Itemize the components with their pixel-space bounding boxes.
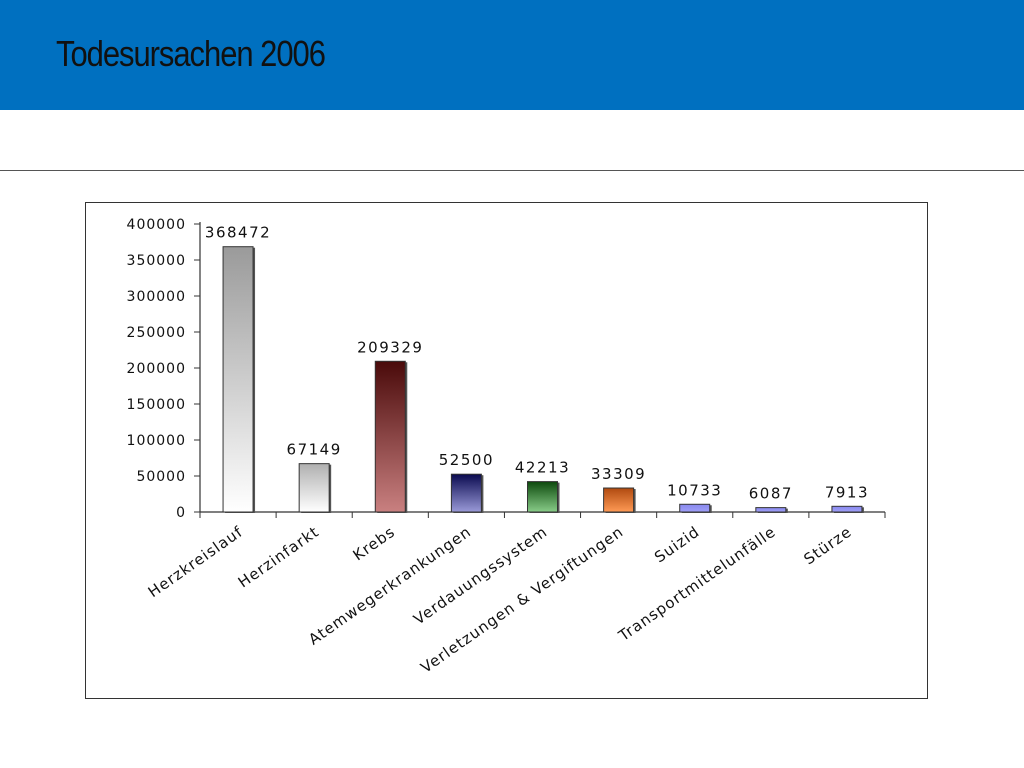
data-label: 10733 bbox=[667, 481, 722, 499]
bar bbox=[755, 507, 787, 513]
bar bbox=[374, 360, 406, 513]
bar bbox=[222, 246, 254, 513]
bar bbox=[831, 505, 863, 513]
divider-line bbox=[0, 170, 1024, 171]
data-label: 33309 bbox=[591, 465, 646, 483]
data-label: 52500 bbox=[439, 451, 494, 469]
y-tick-label: 50000 bbox=[136, 469, 186, 485]
category-label: Verdauungssystem bbox=[410, 523, 551, 629]
category-label: Stürze bbox=[801, 523, 856, 569]
bar bbox=[603, 487, 635, 513]
y-tick-label: 350000 bbox=[127, 253, 186, 269]
data-label: 209329 bbox=[357, 338, 423, 356]
category-label: Herzkreislauf bbox=[145, 523, 247, 602]
data-label: 6087 bbox=[749, 485, 793, 503]
y-tick-label: 100000 bbox=[127, 433, 186, 449]
y-tick-label: 200000 bbox=[127, 361, 186, 377]
data-label: 7913 bbox=[825, 483, 869, 501]
header-band bbox=[0, 0, 1024, 110]
y-tick-label: 300000 bbox=[127, 289, 186, 305]
bar bbox=[298, 463, 330, 513]
bar bbox=[679, 503, 711, 513]
data-label: 42213 bbox=[515, 459, 570, 477]
bar bbox=[527, 481, 558, 513]
y-tick-label: 0 bbox=[176, 505, 186, 521]
category-label: Krebs bbox=[350, 523, 399, 565]
y-tick-label: 250000 bbox=[127, 325, 186, 341]
data-label: 67149 bbox=[287, 441, 342, 459]
data-label: 368472 bbox=[205, 224, 271, 242]
y-tick-label: 150000 bbox=[127, 397, 186, 413]
bar bbox=[450, 473, 482, 513]
slide-title: Todesursachen 2006 bbox=[56, 33, 326, 74]
category-label: Herzinfarkt bbox=[235, 523, 323, 592]
y-tick-label: 400000 bbox=[127, 217, 186, 233]
category-label: Suizid bbox=[651, 523, 703, 567]
